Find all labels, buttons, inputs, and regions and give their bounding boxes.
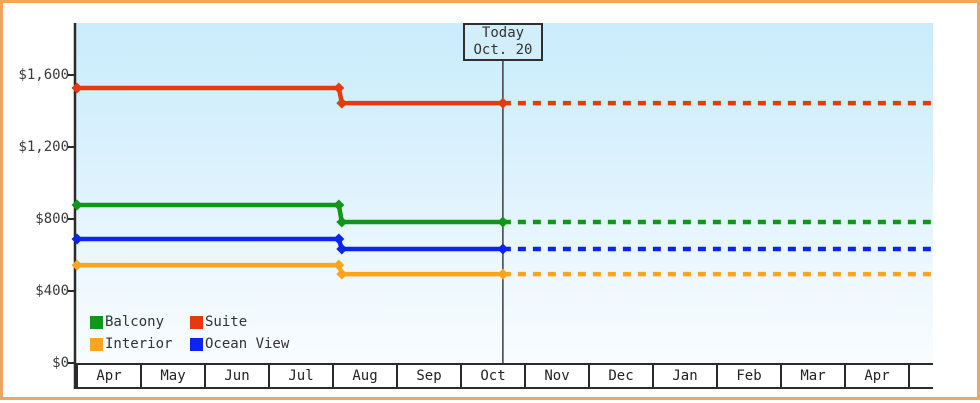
month-label: Sep [416, 368, 442, 384]
series-marker-interior [497, 268, 509, 280]
legend: Balcony Suite Interior Ocean View [90, 314, 289, 352]
today-label: Today [481, 25, 525, 41]
legend-swatch-balcony [90, 315, 103, 329]
series-line-suite [76, 85, 503, 106]
legend-swatch-interior [90, 337, 103, 351]
series-marker-balcony [336, 216, 348, 228]
legend-label: Balcony [105, 314, 165, 330]
month-label: May [160, 368, 186, 384]
series-marker-suite [497, 97, 509, 109]
legend-label: Ocean View [205, 336, 290, 352]
series-marker-ocean-view [71, 233, 83, 245]
series-line-ocean-view [76, 236, 503, 252]
month-cell-jul: Jul [270, 365, 334, 387]
month-cell-sep: Sep [398, 365, 462, 387]
month-cell-aug: Aug [334, 365, 398, 387]
legend-swatch-ocean-view [190, 337, 203, 351]
series-marker-interior [333, 259, 345, 271]
legend-item-suite: Suite [190, 314, 289, 330]
month-cell-may: May [142, 365, 206, 387]
series-marker-ocean-view [497, 243, 509, 255]
plot-area [76, 23, 933, 363]
month-label: Mar [800, 368, 826, 384]
legend-item-interior: Interior [90, 336, 190, 352]
y-axis-label: $400 [35, 283, 69, 299]
series-marker-suite [71, 82, 83, 94]
series-marker-interior [71, 259, 83, 271]
month-label: Dec [608, 368, 634, 384]
legend-label: Interior [105, 336, 173, 352]
price-history-chart [67, 23, 933, 389]
series-line-balcony [76, 202, 503, 225]
legend-item-balcony: Balcony [90, 314, 190, 330]
month-cell-jun: Jun [206, 365, 270, 387]
series-marker-balcony [333, 199, 345, 211]
month-cell-mar: Mar [782, 365, 846, 387]
x-axis-month-row: Apr May Jun Jul Aug Sep Oct Nov Dec Jan Feb Mar Apr [76, 363, 933, 389]
series-line-interior [76, 262, 503, 277]
month-label: Aug [352, 368, 378, 384]
month-cell-oct: Oct [462, 365, 526, 387]
month-label: Feb [736, 368, 762, 384]
legend-swatch-suite [190, 315, 203, 329]
month-label: Oct [480, 368, 506, 384]
month-label: Jul [288, 368, 314, 384]
month-label: Apr [864, 368, 890, 384]
month-label: Apr [96, 368, 122, 384]
y-axis-label: $0 [52, 355, 69, 371]
month-cell-apr: Apr [78, 365, 142, 387]
y-axis-label: $1,200 [18, 139, 69, 155]
today-date: Oct. 20 [473, 42, 533, 58]
month-label: Nov [544, 368, 570, 384]
month-label: Jan [672, 368, 698, 384]
series-marker-ocean-view [336, 243, 348, 255]
series-marker-balcony [497, 216, 509, 228]
month-cell-nov: Nov [526, 365, 590, 387]
legend-label: Suite [205, 314, 248, 330]
series-marker-suite [333, 82, 345, 94]
month-cell-feb: Feb [718, 365, 782, 387]
series-marker-interior [336, 268, 348, 280]
month-label: Jun [224, 368, 250, 384]
series-marker-balcony [71, 199, 83, 211]
month-cell-jan: Jan [654, 365, 718, 387]
month-cell-dec: Dec [590, 365, 654, 387]
today-marker-box: Today Oct. 20 [463, 23, 543, 61]
series-marker-suite [336, 97, 348, 109]
series-marker-ocean-view [333, 233, 345, 245]
legend-item-ocean-view: Ocean View [190, 336, 289, 352]
month-cell-empty [910, 365, 933, 387]
month-cell-apr: Apr [846, 365, 910, 387]
y-axis-label: $800 [35, 211, 69, 227]
y-axis-label: $1,600 [18, 67, 69, 83]
